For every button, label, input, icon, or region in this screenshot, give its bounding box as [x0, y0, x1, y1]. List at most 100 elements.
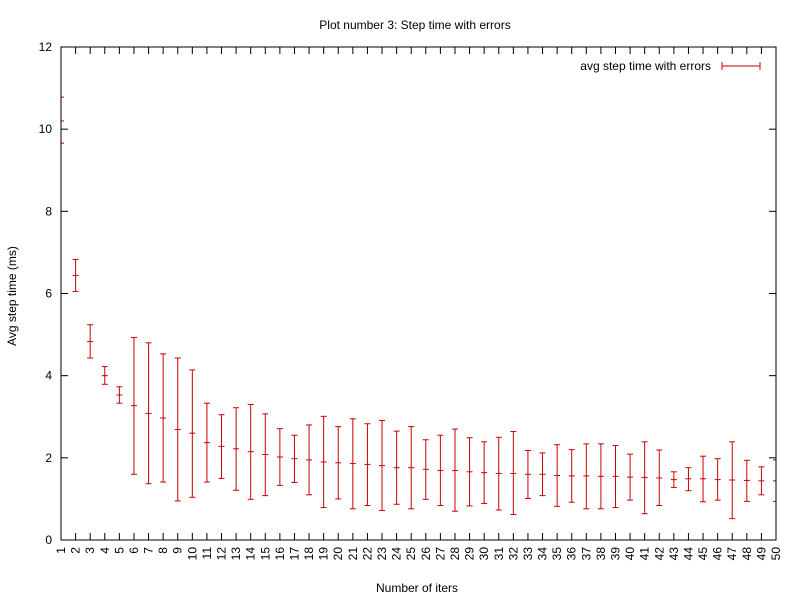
error-bar — [612, 445, 619, 509]
x-tick-label: 10 — [185, 547, 199, 561]
error-bar — [233, 407, 240, 491]
x-tick-label: 27 — [433, 547, 447, 561]
y-tick-label: 2 — [45, 451, 52, 465]
legend-label: avg step time with errors — [580, 59, 711, 73]
error-bar — [597, 443, 604, 510]
x-tick-label: 43 — [667, 547, 681, 561]
error-bar — [393, 430, 400, 505]
x-tick-label: 30 — [477, 547, 491, 561]
y-tick-label: 8 — [45, 204, 52, 218]
x-tick-label: 9 — [171, 547, 185, 554]
chart-title: Plot number 3: Step time with errors — [319, 18, 510, 32]
x-tick-label: 34 — [536, 547, 550, 561]
error-bar — [320, 415, 327, 509]
error-bar — [627, 453, 634, 501]
error-bar — [568, 449, 575, 503]
plot-frame — [60, 46, 777, 541]
error-bar — [87, 324, 94, 359]
x-tick-label: 50 — [769, 547, 783, 561]
error-bar — [729, 441, 736, 520]
x-tick-label: 16 — [273, 547, 287, 561]
error-bar — [510, 431, 517, 516]
error-bar — [101, 366, 108, 385]
y-tick-label: 12 — [39, 40, 53, 54]
x-axis-label: Number of iters — [376, 581, 458, 595]
error-bar — [554, 444, 561, 507]
x-tick-label: 26 — [419, 547, 433, 561]
error-bar — [437, 434, 444, 506]
error-bar — [116, 386, 123, 404]
x-tick-label: 46 — [711, 547, 725, 561]
error-bar — [306, 424, 313, 496]
error-bar — [656, 449, 663, 506]
x-tick-label: 37 — [579, 547, 593, 561]
error-bar — [276, 428, 283, 486]
x-tick-label: 18 — [302, 547, 316, 561]
x-tick-label: 33 — [521, 547, 535, 561]
x-tick-label: 12 — [215, 547, 229, 561]
error-bar — [364, 423, 371, 506]
x-tick-label: 48 — [740, 547, 754, 561]
x-tick-label: 36 — [565, 547, 579, 561]
x-tick-label: 47 — [725, 547, 739, 561]
error-bar — [539, 452, 546, 497]
x-tick-label: 5 — [112, 547, 126, 554]
error-bar — [481, 441, 488, 504]
error-bar — [218, 414, 225, 479]
x-tick-label: 32 — [506, 547, 520, 561]
x-tick-label: 14 — [244, 547, 258, 561]
x-tick-label: 3 — [83, 547, 97, 554]
x-tick-label: 8 — [156, 547, 170, 554]
x-tick-label: 24 — [390, 547, 404, 561]
x-tick-label: 23 — [375, 547, 389, 561]
error-bar — [145, 342, 152, 485]
error-bar — [743, 459, 750, 502]
error-bar — [291, 434, 298, 483]
error-bar — [174, 357, 181, 502]
x-tick-label: 22 — [360, 547, 374, 561]
error-bar — [408, 426, 415, 510]
x-tick-label: 6 — [127, 547, 141, 554]
error-bar — [349, 418, 356, 510]
error-bar — [714, 458, 721, 501]
error-bar — [466, 437, 473, 507]
y-tick-label: 0 — [45, 533, 52, 547]
x-tick-label: 42 — [652, 547, 666, 561]
error-bar — [524, 449, 531, 500]
x-tick-label: 7 — [142, 547, 156, 554]
error-bar — [379, 419, 386, 511]
error-bar — [583, 443, 590, 510]
x-tick-label: 15 — [258, 547, 272, 561]
y-tick-label: 4 — [45, 369, 52, 383]
error-bar — [247, 403, 254, 500]
x-tick-label: 45 — [696, 547, 710, 561]
error-bar — [685, 467, 692, 492]
x-tick-label: 40 — [623, 547, 637, 561]
error-bar — [422, 439, 429, 500]
error-bar — [670, 471, 677, 488]
error-bar — [262, 413, 269, 497]
x-tick-label: 44 — [681, 547, 695, 561]
y-tick-label: 6 — [45, 287, 52, 301]
error-bar — [203, 402, 210, 483]
legend-symbol — [721, 62, 761, 70]
error-bar — [72, 258, 79, 292]
x-tick-label: 4 — [98, 547, 112, 554]
x-tick-label: 11 — [200, 547, 214, 560]
x-tick-label: 28 — [448, 547, 462, 561]
y-tick-label: 10 — [39, 122, 53, 136]
y-axis-label: Avg step time (ms) — [5, 246, 19, 346]
x-tick-label: 29 — [463, 547, 477, 561]
x-tick-label: 19 — [317, 547, 331, 561]
x-tick-label: 13 — [229, 547, 243, 561]
error-bar — [700, 455, 707, 503]
error-bar — [130, 336, 137, 475]
x-tick-label: 17 — [287, 547, 301, 561]
x-tick-label: 35 — [550, 547, 564, 561]
x-tick-label: 25 — [404, 547, 418, 561]
x-tick-label: 20 — [331, 547, 345, 561]
error-bar — [758, 466, 765, 496]
